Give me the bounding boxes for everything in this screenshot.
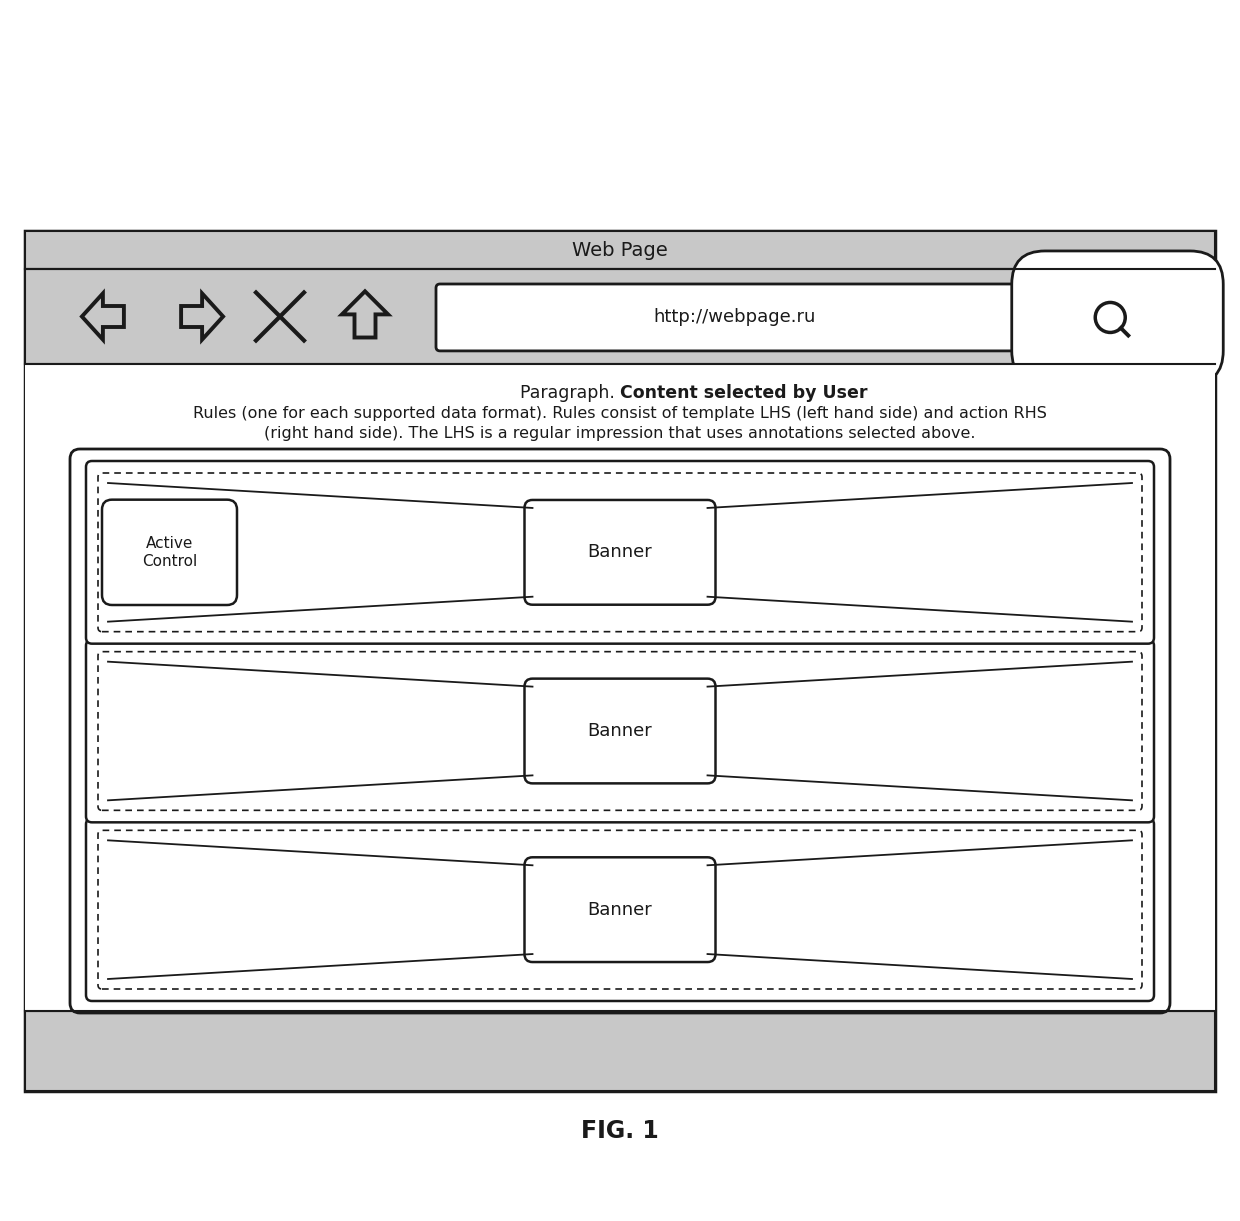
Bar — [25, 231, 1215, 1092]
FancyBboxPatch shape — [86, 462, 1154, 643]
FancyBboxPatch shape — [525, 499, 715, 604]
FancyBboxPatch shape — [1012, 252, 1223, 383]
Text: http://webpage.ru: http://webpage.ru — [653, 309, 816, 326]
Text: Banner: Banner — [588, 543, 652, 562]
FancyBboxPatch shape — [98, 830, 1142, 989]
Text: Banner: Banner — [588, 901, 652, 918]
Text: Web Page: Web Page — [572, 241, 668, 260]
Text: Banner: Banner — [588, 722, 652, 740]
FancyBboxPatch shape — [102, 499, 237, 604]
Text: Active
Control: Active Control — [141, 536, 197, 569]
FancyBboxPatch shape — [86, 640, 1154, 822]
Bar — [25, 231, 1215, 269]
FancyBboxPatch shape — [436, 284, 1034, 350]
Text: FIG. 1: FIG. 1 — [582, 1118, 658, 1143]
FancyBboxPatch shape — [98, 473, 1142, 631]
Text: Content selected by User: Content selected by User — [620, 383, 868, 402]
Text: Paragraph.: Paragraph. — [520, 383, 620, 402]
Bar — [25, 364, 1215, 1011]
FancyBboxPatch shape — [86, 818, 1154, 1001]
FancyBboxPatch shape — [69, 449, 1171, 1013]
FancyBboxPatch shape — [98, 652, 1142, 811]
FancyBboxPatch shape — [525, 679, 715, 784]
Bar — [25, 1011, 1215, 1092]
Text: Rules (one for each supported data format). Rules consist of template LHS (left : Rules (one for each supported data forma… — [193, 407, 1047, 441]
FancyBboxPatch shape — [525, 857, 715, 962]
Bar — [25, 269, 1215, 364]
